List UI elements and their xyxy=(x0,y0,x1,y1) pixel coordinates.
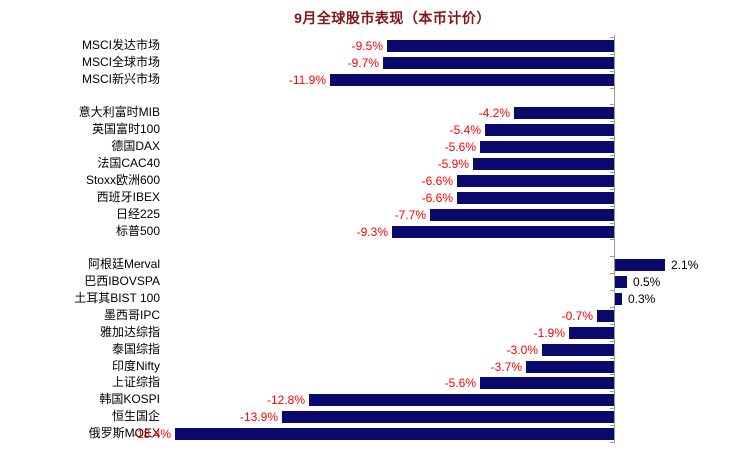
value-label: -9.5% xyxy=(351,39,383,53)
category-label: MSCI新兴市场 xyxy=(81,72,160,86)
value-label: -9.7% xyxy=(347,56,379,70)
value-label: -18.4% xyxy=(132,427,171,441)
axis-tick xyxy=(610,425,614,426)
axis-tick xyxy=(610,71,614,72)
category-label: MSCI全球市场 xyxy=(81,55,160,69)
y-axis-line xyxy=(614,35,615,443)
axis-tick xyxy=(610,155,614,156)
category-label: 印度Nifty xyxy=(111,359,160,373)
axis-tick xyxy=(610,138,614,139)
value-label: -3.0% xyxy=(506,343,538,357)
axis-tick xyxy=(610,256,614,257)
category-label: 巴西IBOVSPA xyxy=(84,274,160,288)
bar xyxy=(526,361,614,373)
bar xyxy=(615,293,622,305)
category-label: 墨西哥IPC xyxy=(103,308,160,322)
axis-tick xyxy=(610,172,614,173)
axis-tick xyxy=(610,37,614,38)
axis-tick xyxy=(610,391,614,392)
bar xyxy=(282,411,614,423)
value-label: -6.6% xyxy=(421,191,453,205)
value-label: -1.9% xyxy=(533,326,565,340)
bar xyxy=(514,107,614,119)
value-label: -5.9% xyxy=(437,157,469,171)
axis-tick xyxy=(610,307,614,308)
bar xyxy=(473,158,614,170)
bar xyxy=(485,124,614,136)
category-label: 标普500 xyxy=(115,224,160,238)
value-label: -7.7% xyxy=(394,208,426,222)
bar xyxy=(175,428,614,440)
axis-tick xyxy=(610,54,614,55)
bar xyxy=(569,327,614,339)
category-label: 泰国综指 xyxy=(111,342,160,356)
axis-tick xyxy=(610,290,614,291)
bar xyxy=(309,394,614,406)
category-label: 俄罗斯MOEX xyxy=(88,426,160,440)
bar xyxy=(457,192,614,204)
category-label: 恒生国企 xyxy=(111,409,160,423)
category-label: 德国DAX xyxy=(111,139,160,153)
bar xyxy=(615,259,665,271)
axis-tick xyxy=(610,206,614,207)
axis-tick xyxy=(610,239,614,240)
axis-tick xyxy=(610,324,614,325)
category-label: 意大利富时MIB xyxy=(78,105,160,119)
chart-title: 9月全球股市表现（本币计价） xyxy=(294,10,491,26)
value-label: 0.3% xyxy=(628,292,656,306)
axis-tick xyxy=(610,374,614,375)
category-label: 日经225 xyxy=(115,207,160,221)
category-label: 雅加达综指 xyxy=(99,325,160,339)
category-label: 上证综指 xyxy=(111,375,160,389)
category-label: 英国富时100 xyxy=(91,122,160,136)
axis-tick xyxy=(610,189,614,190)
value-label: 0.5% xyxy=(633,275,661,289)
value-label: -5.4% xyxy=(449,123,481,137)
value-label: -11.9% xyxy=(288,73,326,87)
value-label: -12.8% xyxy=(266,393,305,407)
axis-tick xyxy=(610,88,614,89)
bar xyxy=(597,310,614,322)
value-label: -0.7% xyxy=(561,309,593,323)
bar xyxy=(480,141,614,153)
category-label: 阿根廷Merval xyxy=(87,257,160,271)
bar xyxy=(392,226,614,238)
value-label: -5.6% xyxy=(444,140,476,154)
axis-tick xyxy=(610,223,614,224)
value-label: -6.6% xyxy=(421,174,453,188)
axis-tick xyxy=(610,273,614,274)
bar xyxy=(457,175,614,187)
value-label: -9.3% xyxy=(356,225,388,239)
value-label: -13.9% xyxy=(239,410,278,424)
axis-tick xyxy=(610,104,614,105)
value-label: 2.1% xyxy=(671,258,699,272)
value-label: -5.6% xyxy=(444,376,476,390)
category-label: 韩国KOSPI xyxy=(99,392,160,406)
value-label: -4.2% xyxy=(478,106,510,120)
category-label: 西班牙IBEX xyxy=(96,190,160,204)
category-label: 法国CAC40 xyxy=(97,156,160,170)
value-label: -3.7% xyxy=(490,360,522,374)
axis-tick xyxy=(610,341,614,342)
category-label: MSCI发达市场 xyxy=(81,38,160,52)
bar xyxy=(330,74,614,86)
bar xyxy=(542,344,614,356)
bar xyxy=(430,209,614,221)
bar xyxy=(615,276,627,288)
axis-tick xyxy=(610,121,614,122)
axis-tick xyxy=(610,408,614,409)
bar xyxy=(387,40,614,52)
bar xyxy=(480,377,614,389)
axis-tick xyxy=(610,442,614,443)
axis-tick xyxy=(610,358,614,359)
category-label: 土耳其BIST 100 xyxy=(74,291,160,305)
category-label: Stoxx欧洲600 xyxy=(85,173,160,187)
bar xyxy=(383,57,614,69)
